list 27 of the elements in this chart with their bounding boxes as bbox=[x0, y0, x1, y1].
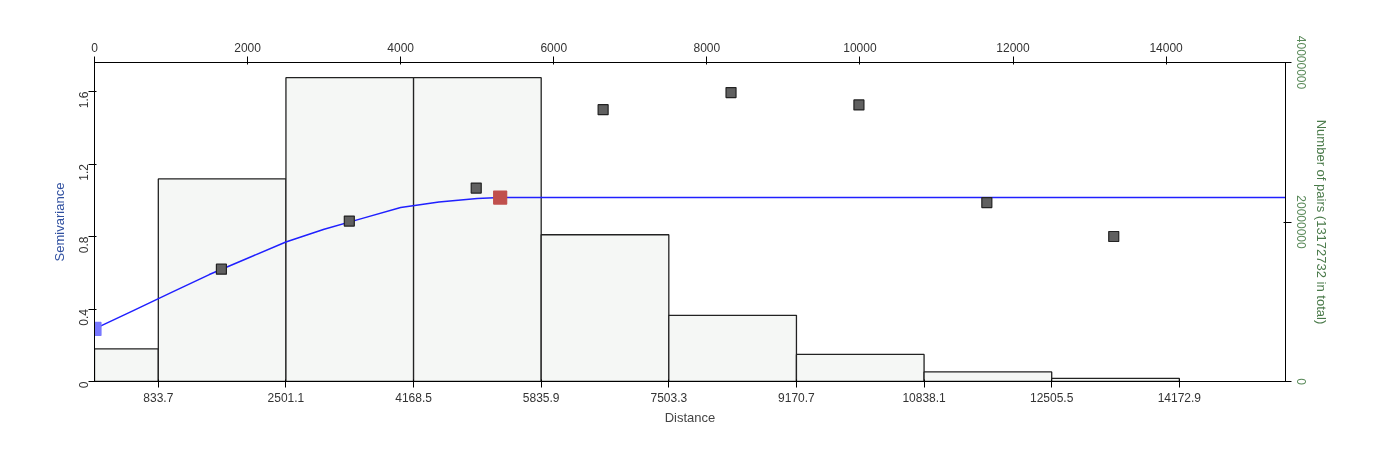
y-tick-label: 1.2 bbox=[77, 163, 91, 181]
x-tick-label: 9170.7 bbox=[778, 390, 816, 405]
y-tick-label: 0.4 bbox=[77, 308, 91, 326]
x2-tick-label: 4000 bbox=[387, 40, 415, 55]
y-tick-label: 1.6 bbox=[77, 91, 91, 109]
x2-tick-label: 14000 bbox=[1149, 40, 1184, 55]
x-tick-label: 833.7 bbox=[143, 390, 174, 405]
y-tick-label: 0.8 bbox=[77, 236, 91, 254]
x-tick-label: 4168.5 bbox=[395, 390, 433, 405]
x-axis-title: Distance bbox=[664, 409, 716, 425]
y-axis-title: Semivariance bbox=[51, 182, 67, 262]
y2-tick-label: 20000000 bbox=[1293, 195, 1308, 250]
y2-tick-label: 0 bbox=[1293, 378, 1308, 386]
x-tick-label: 14172.9 bbox=[1157, 390, 1202, 405]
x2-tick-label: 12000 bbox=[996, 40, 1031, 55]
y2-tick-label: 40000000 bbox=[1293, 35, 1308, 90]
x2-tick-label: 6000 bbox=[540, 40, 568, 55]
y-tick-label: 0 bbox=[77, 381, 91, 389]
x-tick-label: 7503.3 bbox=[650, 390, 688, 405]
x-tick-label: 12505.5 bbox=[1030, 390, 1074, 405]
x-tick-label: 2501.1 bbox=[267, 390, 305, 405]
x2-tick-label: 2000 bbox=[234, 40, 262, 55]
x-tick-label: 10838.1 bbox=[902, 390, 947, 405]
x-tick-label: 5835.9 bbox=[522, 390, 560, 405]
y2-axis-title: Number of pairs (13172732 in total) bbox=[1313, 119, 1329, 325]
x2-tick-label: 10000 bbox=[843, 40, 877, 55]
x2-tick-label: 8000 bbox=[693, 40, 721, 55]
